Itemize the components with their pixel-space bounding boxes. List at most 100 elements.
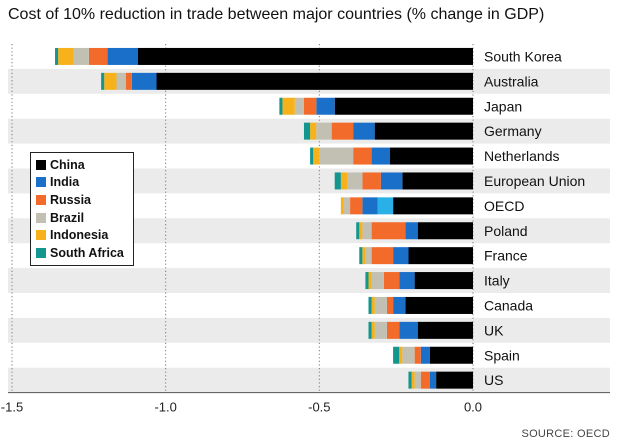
- bar-segment-china: [405, 296, 473, 314]
- x-tick-label: -0.5: [308, 400, 330, 415]
- bar-segment-south-africa: [101, 72, 105, 90]
- category-label: France: [484, 248, 528, 264]
- bar-segment-china: [334, 97, 473, 115]
- category-label: UK: [484, 322, 504, 338]
- bar-segment-indonesia: [340, 172, 347, 190]
- legend-label: South Africa: [50, 245, 124, 260]
- legend-label: Brazil: [50, 210, 85, 225]
- bar-segment-india: [399, 272, 415, 290]
- bar-segment-brazil: [319, 147, 354, 165]
- legend-swatch: [36, 230, 46, 241]
- bar-segment-indonesia: [313, 147, 320, 165]
- bar-segment-russia: [362, 172, 381, 190]
- category-labels: South Korea Australia Japan Germany Netherla…: [484, 48, 585, 388]
- x-tick-label: 0.0: [464, 400, 482, 415]
- legend-item: Russia: [36, 191, 133, 209]
- bar-segment-russia: [414, 346, 421, 364]
- bar-segment-india: [316, 97, 335, 115]
- bar-segment-indonesia: [411, 371, 415, 389]
- bar-segment-india: [399, 321, 418, 339]
- x-tick-label: -1.0: [154, 400, 176, 415]
- legend-swatch: [36, 194, 46, 205]
- bar-segment-china: [393, 197, 473, 215]
- bar-segment-russia: [371, 247, 394, 265]
- category-label: Netherlands: [484, 148, 560, 164]
- legend-label: Indonesia: [50, 228, 109, 243]
- bar-segment-brazil: [365, 247, 372, 265]
- bar-segment-china: [402, 172, 473, 190]
- bar-segment-south-africa: [393, 346, 400, 364]
- legend-label: China: [50, 157, 85, 172]
- bar-segment-china: [417, 222, 473, 240]
- legend-item: India: [36, 174, 133, 192]
- bar-segment-china: [374, 122, 473, 140]
- bar-segment-brazil: [343, 197, 351, 215]
- bar-segment-russia: [420, 371, 430, 389]
- bar-segment-india: [405, 222, 418, 240]
- bar-segment-china: [408, 247, 473, 265]
- bar-segment-brazil: [362, 222, 372, 240]
- bar-segment-south-africa: [365, 272, 369, 290]
- bar-segment-russia: [125, 72, 132, 90]
- bar-segment-brazil: [414, 371, 421, 389]
- category-label: Canada: [484, 297, 533, 313]
- chart-title: Cost of 10% reduction in trade between m…: [8, 6, 545, 23]
- category-label: Germany: [484, 123, 542, 139]
- bar-segment-brazil: [402, 346, 415, 364]
- legend-item: Indonesia: [36, 226, 133, 244]
- bar-segment-indonesia: [368, 272, 372, 290]
- bar-segment-russia: [88, 47, 108, 65]
- bar-segment-russia: [386, 321, 400, 339]
- bar-segment-south-africa: [279, 97, 283, 115]
- category-label: Japan: [484, 98, 522, 114]
- bar-segment-south-africa: [334, 172, 341, 190]
- x-tick-label: -1.5: [1, 400, 23, 415]
- bar-segment-indonesia: [362, 247, 366, 265]
- category-label: European Union: [484, 173, 585, 189]
- legend-swatch: [36, 159, 46, 170]
- category-label: Italy: [484, 273, 510, 289]
- bar-segment-south-africa: [310, 147, 314, 165]
- category-label: Poland: [484, 223, 528, 239]
- bar-segment-china: [390, 147, 473, 165]
- bar-segment-china: [429, 346, 473, 364]
- bar-segment-brazil: [346, 172, 363, 190]
- bar-segment-india: [393, 296, 406, 314]
- bar-segment-brazil: [371, 272, 384, 290]
- row-band: [8, 317, 610, 343]
- bar-segment-russia: [386, 296, 394, 314]
- bar-segment-brazil: [316, 122, 332, 140]
- legend: China India Russia Brazil Indonesia South Afr…: [30, 152, 134, 266]
- bar-segment-south-africa: [303, 122, 311, 140]
- bar-segment-russia: [371, 222, 406, 240]
- legend-swatch: [36, 212, 46, 223]
- bar-segment-india: [107, 47, 139, 65]
- bar-segment-russia: [331, 122, 354, 140]
- legend-label: Russia: [50, 192, 91, 207]
- bar-segment-south-africa: [55, 47, 59, 65]
- bar-segment-india: [420, 346, 430, 364]
- bar-segment-russia: [303, 97, 317, 115]
- bar-segment-china: [414, 272, 473, 290]
- bar-segment-india: [353, 122, 375, 140]
- category-label: US: [484, 372, 503, 388]
- bar-segment-indonesia: [58, 47, 74, 65]
- bar-segment-india: [393, 247, 409, 265]
- bar-segment-russia: [383, 272, 400, 290]
- row-band: [8, 268, 610, 293]
- source-note: SOURCE: OECD: [521, 428, 610, 440]
- bar-segment-brazil: [294, 97, 304, 115]
- legend-swatch: [36, 177, 46, 188]
- bar-segment-south-africa: [368, 321, 372, 339]
- bar-segment-indonesia: [399, 346, 403, 364]
- bar-segment-brazil: [73, 47, 89, 65]
- bar-segment-india: [380, 172, 403, 190]
- legend-item: China: [36, 156, 133, 174]
- bar-segment-indonesia: [104, 72, 117, 90]
- bar-segment-russia: [353, 147, 372, 165]
- x-axis: -1.5 -1.0 -0.5 0.0: [1, 392, 610, 415]
- bar-segment-indonesia: [371, 296, 375, 314]
- bar-segment-indonesia: [371, 321, 375, 339]
- category-label: Australia: [484, 73, 539, 89]
- bar-segment-russia: [350, 197, 363, 215]
